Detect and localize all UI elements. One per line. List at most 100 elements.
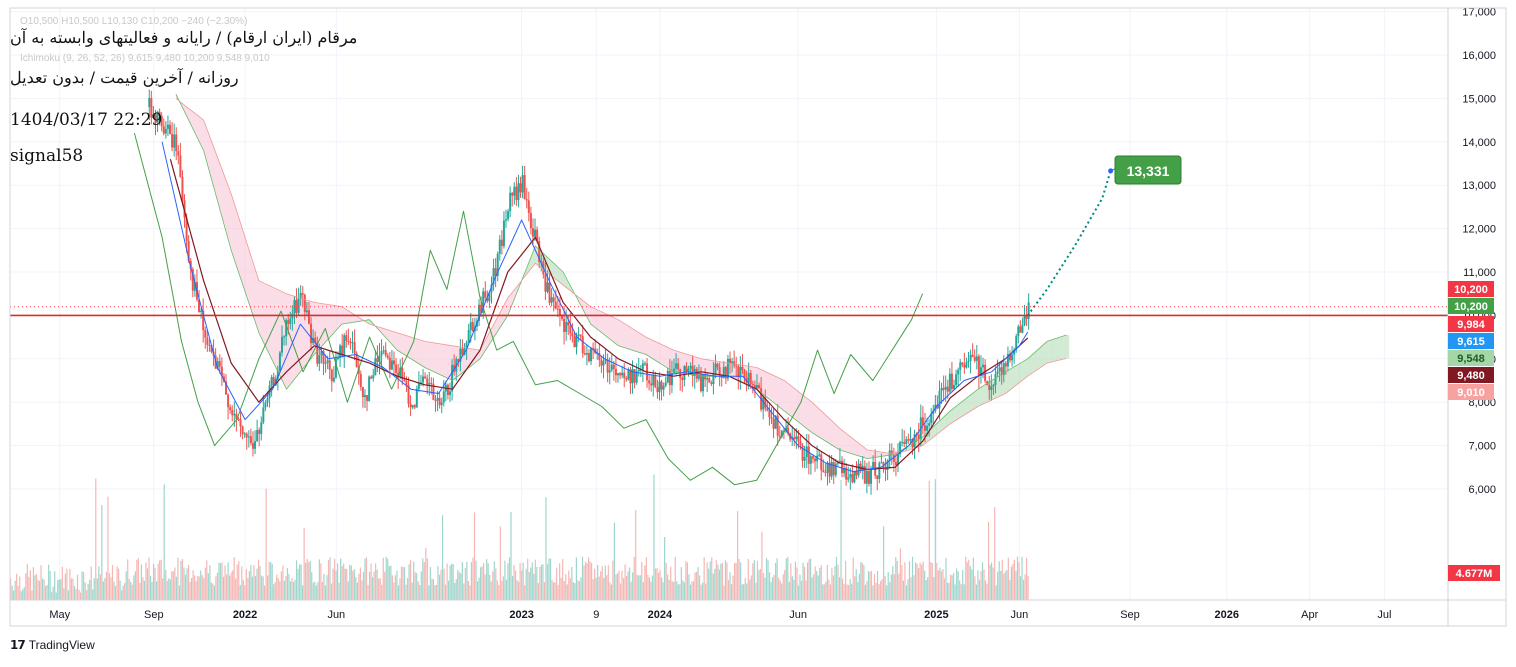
candle-body (664, 382, 667, 386)
candle-body (283, 336, 286, 338)
candle-body (957, 369, 960, 375)
candle-body (635, 371, 638, 383)
x-tick-label: Sep (1120, 609, 1140, 621)
volume-bar (394, 575, 397, 600)
candle-body (758, 385, 761, 388)
cloud-segment (565, 277, 569, 290)
volume-bar (651, 575, 654, 600)
volume-bar (750, 575, 752, 600)
cloud-segment (867, 449, 871, 459)
volume-bar (963, 584, 965, 600)
candle-body (658, 381, 661, 393)
cloud-segment (496, 313, 500, 333)
cloud-segment (529, 252, 533, 271)
cloud-segment (634, 330, 638, 352)
candle-body (251, 443, 254, 449)
candle-body (581, 336, 584, 354)
volume-bar (280, 571, 282, 600)
volume-bar (595, 577, 597, 600)
cloud-segment (214, 149, 218, 201)
candle-body (932, 410, 935, 414)
cloud-segment (582, 300, 586, 314)
cloud-segment (552, 261, 555, 279)
volume-bar (810, 558, 812, 600)
volume-bar (139, 583, 141, 600)
volume-bar (1018, 562, 1020, 600)
candle-body (266, 398, 269, 403)
cloud-segment (184, 104, 187, 117)
candle-body (656, 387, 659, 393)
candle-body (623, 372, 626, 379)
volume-bar (134, 571, 136, 600)
volume-bar (225, 574, 228, 600)
volume-bar (282, 565, 284, 600)
cloud-segment (679, 351, 682, 374)
volume-bar (972, 557, 974, 600)
volume-bar (385, 556, 387, 600)
tradingview-brand[interactable]: 𝟭𝟳 TradingView (10, 636, 95, 654)
volume-bar (974, 576, 976, 600)
candle-body (592, 348, 595, 350)
volume-bar (890, 574, 892, 600)
candle-body (625, 378, 628, 380)
cloud-segment (820, 410, 824, 440)
candle-body (569, 325, 572, 334)
volume-bar (262, 576, 264, 600)
candle-body (619, 373, 622, 376)
volume-bar (69, 568, 71, 600)
volume-bar (831, 567, 833, 600)
candle-body (484, 291, 487, 298)
cloud-segment (203, 120, 207, 161)
candle-body (689, 365, 692, 369)
volume-bar (519, 563, 521, 600)
volume-bar (133, 575, 135, 600)
volume-bar (46, 584, 48, 600)
cloud-segment (225, 179, 229, 241)
cloud-segment (966, 395, 970, 414)
price-badge-kijun (1448, 367, 1494, 383)
cloud-segment (883, 452, 887, 457)
volume-bar (142, 577, 144, 600)
volume-bar (242, 580, 244, 600)
volume-bar (292, 581, 295, 600)
candle-body (780, 430, 783, 437)
volume-bar (782, 574, 784, 600)
volume-bar (788, 581, 790, 600)
volume-bar (984, 580, 987, 600)
volume-bar (905, 585, 908, 600)
candle-body (602, 361, 605, 366)
candle-body (173, 134, 176, 148)
price-badge-last-price (1448, 281, 1494, 297)
candle-body (523, 175, 526, 200)
volume-bar (682, 580, 684, 600)
candle-body (708, 377, 711, 383)
volume-bar (356, 582, 358, 600)
volume-bar (312, 582, 314, 600)
volume-bar (295, 560, 298, 600)
volume-bar (820, 565, 822, 600)
volume-bar (873, 574, 876, 600)
candle-body (521, 175, 524, 193)
cloud-segment (297, 297, 301, 376)
volume-bar (528, 571, 530, 600)
cloud-segment (1047, 340, 1050, 364)
volume-bar (586, 563, 588, 600)
cloud-segment (380, 327, 384, 335)
candle-body (928, 423, 931, 426)
cloud-segment (646, 337, 649, 357)
cloud-segment (239, 219, 243, 284)
candle-body (150, 98, 153, 118)
cloud-segment (427, 341, 431, 371)
volume-bar (910, 577, 912, 600)
volume-bar (1016, 556, 1019, 600)
cloud-segment (325, 304, 329, 343)
candle-body (527, 200, 530, 214)
cloud-segment (632, 328, 635, 351)
cloud-segment (612, 317, 616, 344)
volume-bar (344, 568, 346, 600)
volume-bar (305, 562, 307, 600)
volume-bar (902, 580, 905, 600)
volume-bar (761, 531, 763, 600)
cloud-segment (977, 387, 981, 407)
